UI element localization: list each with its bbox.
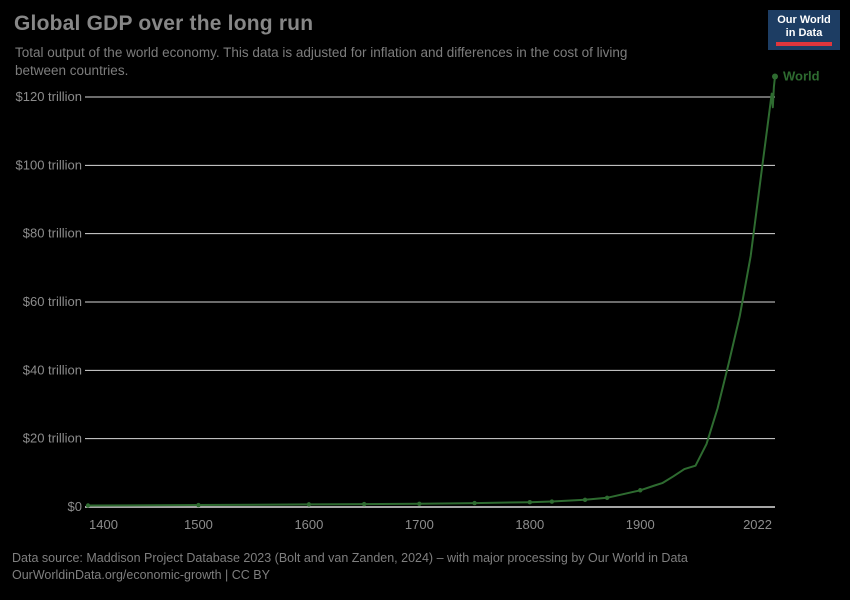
chart-subtitle: Total output of the world economy. This … [15,44,735,80]
x-tick-label: 1600 [294,517,323,532]
x-tick-label: 1800 [515,517,544,532]
footer-source: Data source: Maddison Project Database 2… [12,551,688,565]
chart-subtitle-line1: Total output of the world economy. This … [15,45,628,60]
y-tick-label: $100 trillion [16,157,83,172]
owid-logo-line2: in Data [785,27,823,39]
data-point-marker[interactable] [306,502,312,507]
x-tick-label: 1700 [405,517,434,532]
data-point-marker[interactable] [527,500,533,505]
chart-subtitle-line2: between countries. [15,63,129,79]
y-tick-label: $120 trillion [16,89,83,104]
x-tick-label: 1900 [626,517,655,532]
world-gdp-line[interactable] [87,76,776,507]
data-point-marker[interactable] [472,500,477,506]
data-point-marker[interactable] [85,503,91,508]
y-tick-label: $80 trillion [23,226,82,241]
footer-url[interactable]: OurWorldinData.org/economic-growth | CC … [12,567,270,582]
data-point-marker[interactable] [582,497,588,503]
x-tick-label: 1500 [184,517,213,532]
owid-logo-red-bar [776,42,832,46]
chart-title: Global GDP over the long run [14,12,314,35]
data-point-marker[interactable] [196,502,201,508]
series-end-label[interactable]: World [783,69,820,84]
owid-logo-line1: Our World [777,13,831,26]
chart-footer: Data source: Maddison Project Database 2… [12,550,772,584]
data-point-marker[interactable] [361,501,367,507]
data-point-marker[interactable] [604,495,610,500]
y-tick-label: $60 trillion [23,294,82,309]
x-tick-label: 1400 [89,517,118,532]
y-tick-label: $20 trillion [23,431,82,446]
x-tick-label: 2022 [743,517,772,532]
y-tick-label: $0 [68,499,82,514]
line-endpoint-marker[interactable] [772,73,778,80]
y-tick-label: $40 trillion [23,362,82,377]
data-point-marker[interactable] [417,501,422,506]
data-point-marker[interactable] [638,488,643,493]
owid-logo: Our World in Data [768,10,840,50]
data-point-marker[interactable] [549,499,555,504]
